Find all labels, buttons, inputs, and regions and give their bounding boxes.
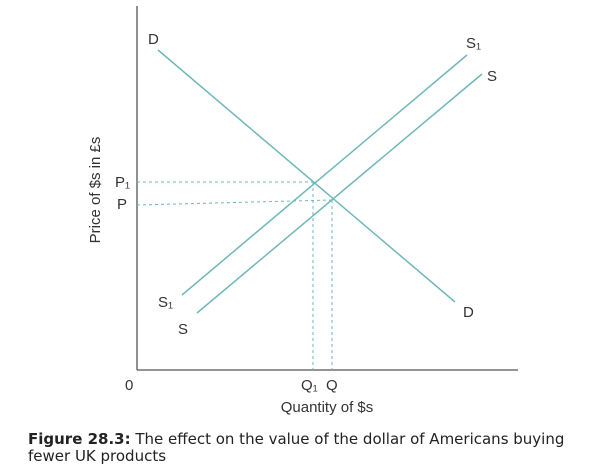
origin-label: 0	[125, 377, 133, 394]
price-p-label: P	[117, 196, 127, 213]
supply-new-label-top: S₁	[466, 35, 481, 52]
figure-caption-text: The effect on the value of the dollar of…	[28, 430, 565, 465]
y-axis-title: Price of $s in £s	[87, 137, 104, 244]
quantity-q1-label: Q₁	[301, 377, 318, 394]
supply-original-curve	[196, 73, 483, 314]
demand-label-bottom: D	[463, 304, 474, 321]
x-axis-title: Quantity of $s	[281, 399, 374, 416]
figure-caption-label: Figure 28.3:	[28, 430, 131, 448]
p-guide-line	[136, 199, 333, 206]
supply-demand-diagram: D D S₁ S₁ S S P₁ P Q₁ Q 0 Quantity of $s…	[87, 6, 518, 416]
supply-new-label-bottom: S₁	[158, 294, 173, 311]
demand-label-top: D	[148, 31, 159, 48]
figure-caption: Figure 28.3: The effect on the value of …	[28, 431, 583, 465]
supply-new-curve	[181, 54, 468, 296]
demand-curve	[157, 49, 456, 303]
supply-original-label-top: S	[487, 68, 497, 85]
quantity-q-label: Q	[326, 377, 338, 394]
price-p1-label: P₁	[115, 174, 130, 191]
supply-original-label-bottom: S	[178, 321, 188, 338]
